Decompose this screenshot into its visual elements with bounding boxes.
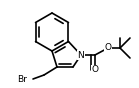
Text: O: O	[91, 65, 99, 75]
Text: O: O	[105, 43, 111, 53]
Text: Br: Br	[17, 75, 27, 84]
Text: N: N	[78, 51, 84, 59]
